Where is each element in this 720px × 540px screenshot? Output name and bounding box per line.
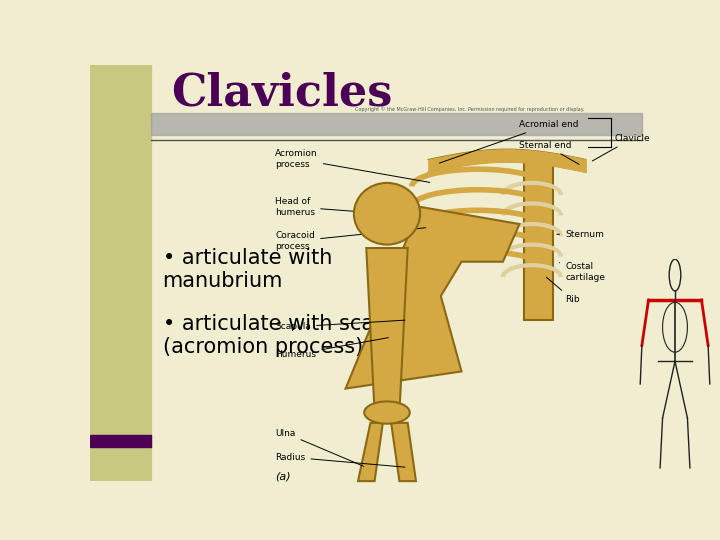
Ellipse shape bbox=[364, 401, 410, 424]
Ellipse shape bbox=[354, 183, 420, 245]
Text: Acromion
process: Acromion process bbox=[275, 149, 430, 183]
Text: Radius: Radius bbox=[275, 453, 405, 467]
Text: Humerus: Humerus bbox=[275, 338, 388, 359]
Text: Ulna: Ulna bbox=[275, 429, 364, 467]
Text: Clavicles: Clavicles bbox=[171, 72, 392, 114]
Text: Coracoid
process: Coracoid process bbox=[275, 228, 426, 251]
Polygon shape bbox=[391, 423, 416, 481]
Text: • articulate with
manubrium: • articulate with manubrium bbox=[163, 248, 332, 291]
Text: Rib: Rib bbox=[546, 277, 580, 304]
Bar bbox=[90, 65, 151, 481]
Polygon shape bbox=[523, 163, 553, 320]
Bar bbox=[151, 113, 642, 136]
Text: Head of
humerus: Head of humerus bbox=[275, 197, 384, 217]
Text: Copyright © the McGraw-Hill Companies, Inc. Permission required for reproduction: Copyright © the McGraw-Hill Companies, I… bbox=[355, 106, 585, 112]
Polygon shape bbox=[346, 207, 520, 389]
Polygon shape bbox=[366, 248, 408, 413]
Text: Scapula: Scapula bbox=[275, 320, 405, 332]
Text: Costal
cartilage: Costal cartilage bbox=[559, 262, 605, 282]
Text: Sternal end: Sternal end bbox=[520, 141, 579, 164]
Bar bbox=[90, 435, 151, 447]
Text: Acromial end: Acromial end bbox=[439, 120, 579, 163]
Text: • articulate with scapulae
(acromion process): • articulate with scapulae (acromion pro… bbox=[163, 314, 431, 357]
Text: (a): (a) bbox=[275, 471, 291, 481]
Text: Sternum: Sternum bbox=[557, 230, 604, 239]
Text: Clavicle: Clavicle bbox=[593, 134, 650, 161]
Polygon shape bbox=[358, 423, 383, 481]
